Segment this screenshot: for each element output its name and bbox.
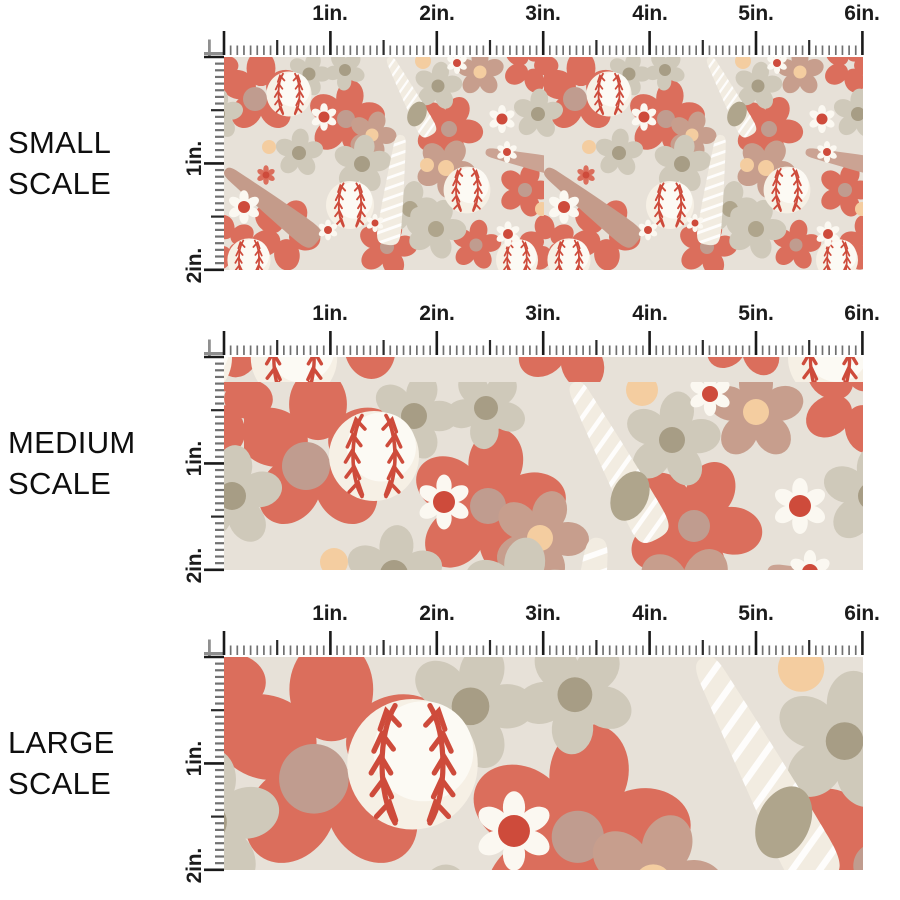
scale-label-medium: MEDIUM SCALE — [8, 422, 136, 504]
ruler-label-2in: 2in. — [419, 2, 455, 25]
ruler-label-5in: 5in. — [738, 2, 774, 25]
scale-row-large: LARGE SCALE 1in. 2in. 3in. 4in. 5in. 6in… — [0, 600, 900, 900]
horizontal-ruler-ticks — [204, 631, 864, 655]
horizontal-ruler-ticks — [204, 31, 864, 55]
fabric-swatch-medium — [224, 357, 863, 570]
scale-label-line2: SCALE — [8, 766, 112, 801]
fabric-pattern-medium — [224, 357, 863, 570]
ruler-label-3in: 3in. — [525, 2, 561, 25]
ruler-label-2in: 2in. — [419, 302, 455, 325]
ruler-label-4in: 4in. — [632, 602, 668, 625]
ruler-label-4in: 4in. — [632, 302, 668, 325]
fabric-pattern-small — [224, 57, 863, 270]
vertical-ruler-ticks — [204, 639, 224, 872]
ruler-label-1in: 1in. — [312, 302, 348, 325]
scale-row-small: SMALL SCALE 1in. 2in. 3in. 4in. 5in. 6in… — [0, 0, 900, 300]
horizontal-ruler-ticks — [204, 331, 864, 355]
fabric-swatch-large — [224, 657, 863, 870]
scale-label-small: SMALL SCALE — [8, 122, 111, 204]
scale-label-line1: SMALL — [8, 125, 112, 160]
ruler-label-5in: 5in. — [738, 302, 774, 325]
ruler-label-4in: 4in. — [632, 2, 668, 25]
ruler-label-1in: 1in. — [312, 2, 348, 25]
scale-row-medium: MEDIUM SCALE 1in. 2in. 3in. 4in. 5in. 6i… — [0, 300, 900, 600]
vertical-ruler-ticks — [204, 39, 224, 272]
ruler-label-6in: 6in. — [844, 2, 880, 25]
ruler-label-2in: 2in. — [419, 602, 455, 625]
scale-label-line1: MEDIUM — [8, 425, 136, 460]
fabric-swatch-small — [224, 57, 863, 270]
ruler-label-6in: 6in. — [844, 302, 880, 325]
ruler-label-3in: 3in. — [525, 602, 561, 625]
vertical-ruler-ticks — [204, 339, 224, 572]
ruler-label-6in: 6in. — [844, 602, 880, 625]
scale-label-line2: SCALE — [8, 466, 112, 501]
scale-label-large: LARGE SCALE — [8, 722, 115, 804]
fabric-pattern-large — [224, 657, 863, 870]
scale-label-line2: SCALE — [8, 166, 112, 201]
ruler-label-3in: 3in. — [525, 302, 561, 325]
ruler-label-1in: 1in. — [312, 602, 348, 625]
ruler-label-5in: 5in. — [738, 602, 774, 625]
scale-label-line1: LARGE — [8, 725, 115, 760]
